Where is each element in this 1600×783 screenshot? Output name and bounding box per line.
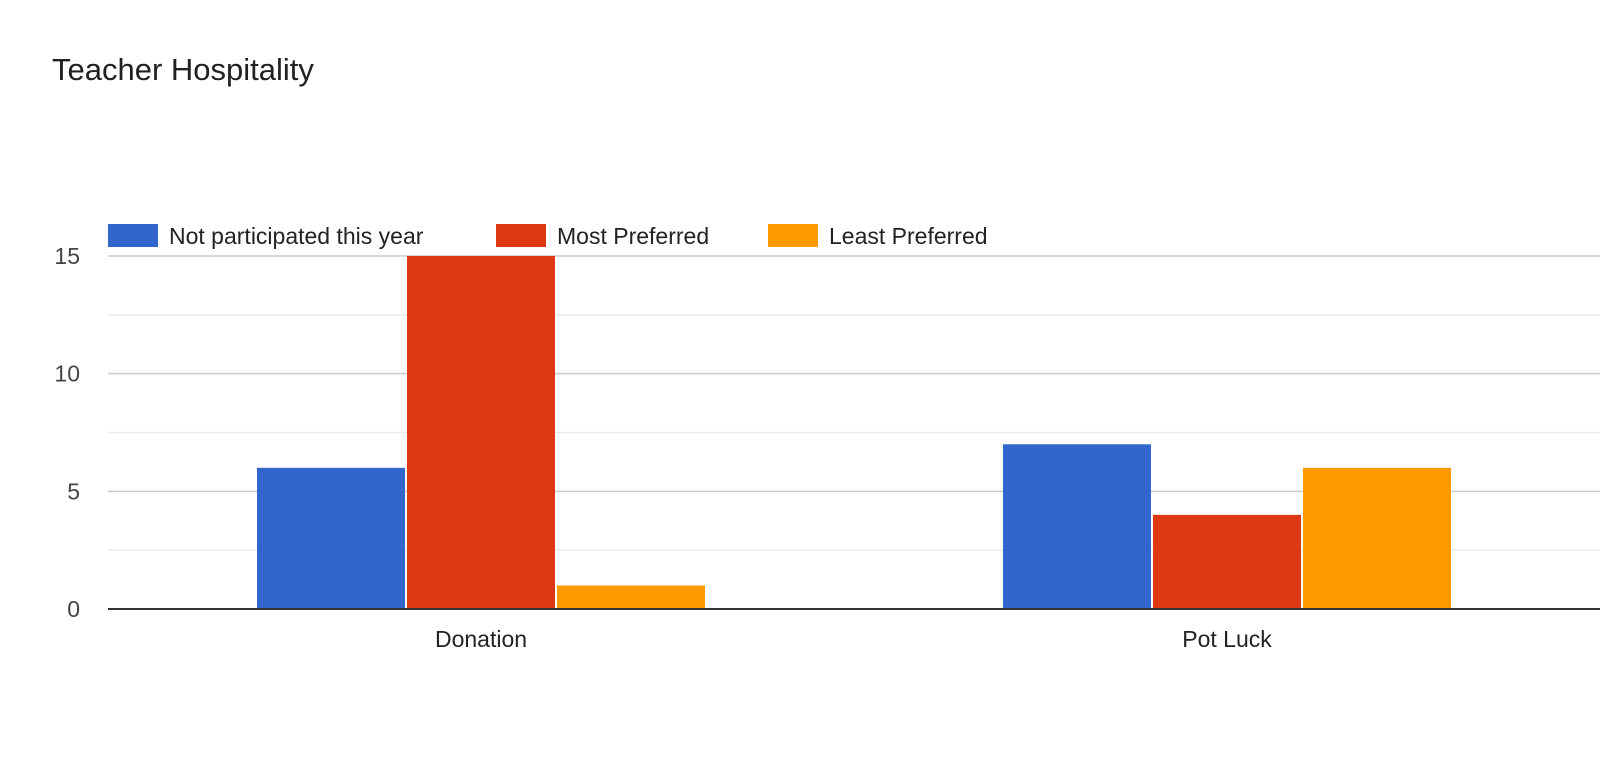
axes: 0 5 10 15 Donation Pot Luck	[54, 243, 1600, 652]
legend-swatch	[768, 224, 818, 247]
y-tick-label: 0	[67, 596, 80, 622]
bar	[257, 467, 405, 609]
legend-label: Not participated this year	[169, 223, 424, 249]
bar	[407, 256, 555, 609]
legend-label: Most Preferred	[557, 223, 709, 249]
bar	[1153, 514, 1301, 609]
legend-item: Most Preferred	[496, 223, 709, 249]
chart-title: Teacher Hospitality	[52, 52, 314, 87]
legend-item: Not participated this year	[108, 223, 424, 249]
y-tick-label: 15	[54, 243, 80, 269]
bar	[1303, 467, 1451, 609]
y-tick-label: 10	[54, 361, 80, 387]
bars	[257, 256, 1451, 609]
legend: Not participated this year Most Preferred…	[108, 223, 988, 249]
legend-swatch	[108, 224, 158, 247]
x-tick-label: Donation	[435, 626, 527, 652]
y-tick-label: 5	[67, 478, 80, 504]
legend-swatch	[496, 224, 546, 247]
legend-label: Least Preferred	[829, 223, 988, 249]
legend-item: Least Preferred	[768, 223, 988, 249]
bar	[1003, 444, 1151, 609]
bar	[557, 585, 705, 609]
x-tick-label: Pot Luck	[1182, 626, 1272, 652]
